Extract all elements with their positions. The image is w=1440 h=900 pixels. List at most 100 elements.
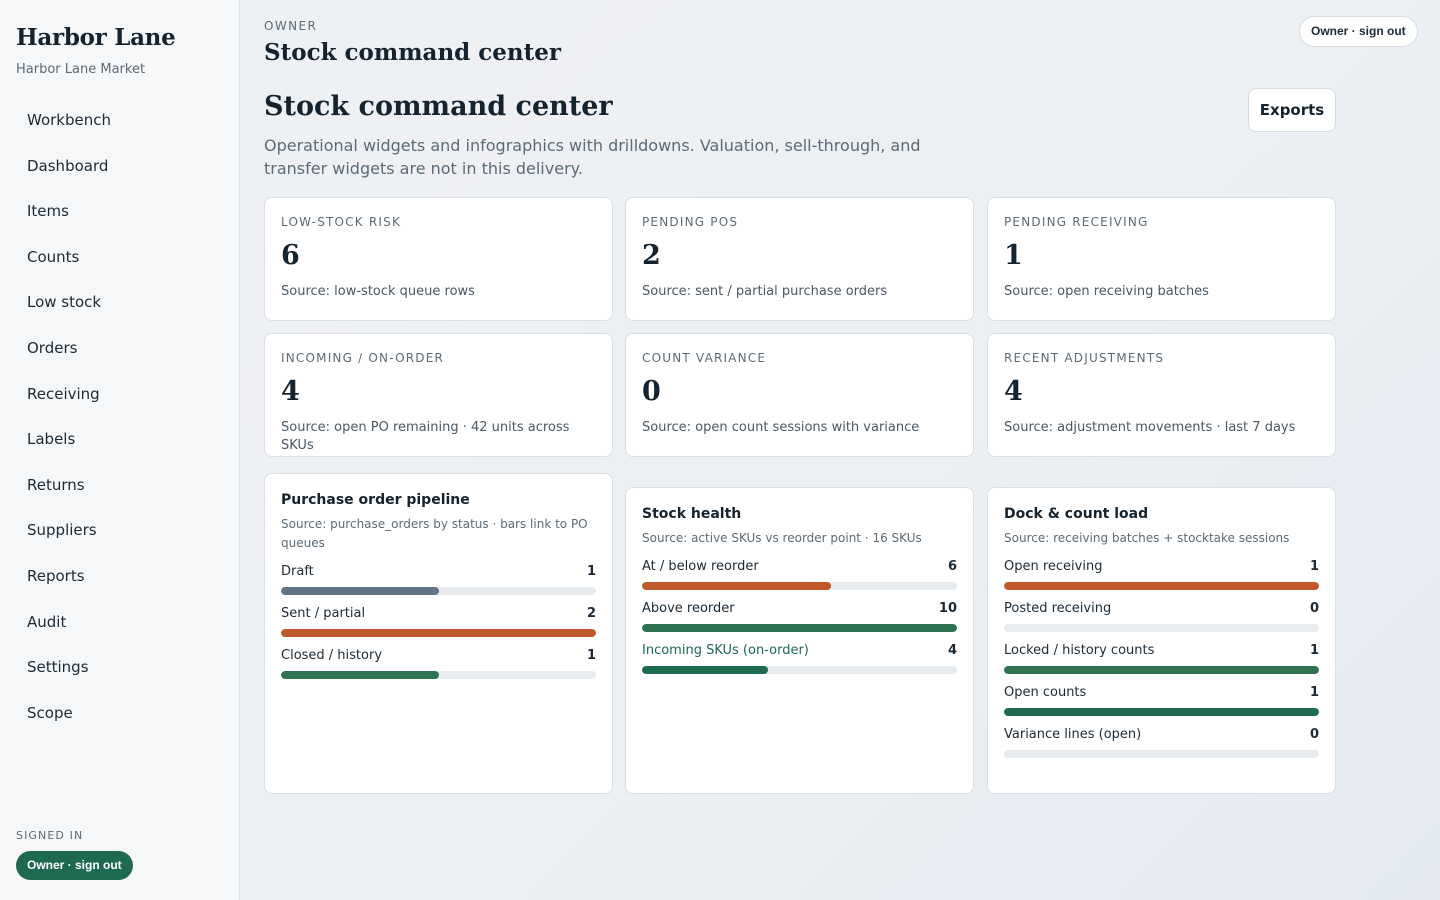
bar-row[interactable]: Draft 1 xyxy=(281,563,596,595)
bar-track[interactable] xyxy=(1004,624,1319,632)
kpi-card-pending-receiving[interactable]: PENDING RECEIVING 1 Source: open receivi… xyxy=(987,197,1336,321)
bar-row[interactable]: Open counts 1 xyxy=(1004,684,1319,716)
page-title: Stock command center xyxy=(264,91,613,122)
kpi-source: Source: adjustment movements · last 7 da… xyxy=(1004,420,1296,435)
bar-row[interactable]: Closed / history 1 xyxy=(281,647,596,679)
widget-purchase-order-pipeline: Purchase order pipeline Source: purchase… xyxy=(264,473,613,794)
user-sign-out-button[interactable]: Owner · sign out xyxy=(1299,16,1418,47)
kpi-card-count-variance[interactable]: COUNT VARIANCE 0 Source: open count sess… xyxy=(625,333,974,457)
bar-fill xyxy=(1004,666,1319,674)
bar-value: 10 xyxy=(938,601,957,616)
bar-row[interactable]: Variance lines (open) 0 xyxy=(1004,726,1319,758)
header-title: Stock command center xyxy=(264,39,561,66)
bar-label: Open receiving xyxy=(1004,559,1103,574)
bar-header: Sent / partial 2 xyxy=(281,605,596,623)
widget-source: Source: receiving batches + stocktake se… xyxy=(1004,531,1290,545)
sidebar-item-counts[interactable]: Counts xyxy=(27,247,80,266)
widget-stock-health: Stock health Source: active SKUs vs reor… xyxy=(625,487,974,794)
bar-track[interactable] xyxy=(642,582,957,590)
store-name: Harbor Lane Market xyxy=(16,62,146,77)
brand-title[interactable]: Harbor Lane xyxy=(16,24,176,51)
bar-value: 1 xyxy=(1309,643,1319,658)
bar-label: Closed / history xyxy=(281,648,383,663)
bar-value: 6 xyxy=(947,559,957,574)
exports-button[interactable]: Exports xyxy=(1248,88,1336,132)
sidebar: Harbor Lane Harbor Lane Market Workbench… xyxy=(0,0,240,900)
sidebar-item-settings[interactable]: Settings xyxy=(27,658,89,677)
role-label: OWNER xyxy=(264,19,318,33)
bar-fill xyxy=(642,666,768,674)
kpi-label: RECENT ADJUSTMENTS xyxy=(1004,351,1165,365)
kpi-card-recent-adjustments[interactable]: RECENT ADJUSTMENTS 4 Source: adjustment … xyxy=(987,333,1336,457)
bar-label: Open counts xyxy=(1004,685,1087,700)
page-description: Operational widgets and infographics wit… xyxy=(264,136,921,178)
sidebar-item-workbench[interactable]: Workbench xyxy=(27,111,111,129)
bar-fill xyxy=(642,624,957,632)
kpi-label: PENDING POS xyxy=(642,215,739,229)
bar-row[interactable]: Above reorder 10 xyxy=(642,600,957,632)
bar-row[interactable]: At / below reorder 6 xyxy=(642,558,957,590)
kpi-card-low-stock-risk[interactable]: LOW-STOCK RISK 6 Source: low-stock queue… xyxy=(264,197,613,321)
bar-track[interactable] xyxy=(642,666,957,674)
widget-title: Stock health xyxy=(642,506,742,522)
bar-value: 1 xyxy=(1309,685,1319,700)
bar-value: 0 xyxy=(1309,601,1319,616)
bar-fill xyxy=(1004,582,1319,590)
bar-track[interactable] xyxy=(1004,750,1319,758)
bar-track[interactable] xyxy=(1004,708,1319,716)
bar-fill xyxy=(281,587,439,595)
widget-source: Source: active SKUs vs reorder point · 1… xyxy=(642,531,922,545)
bar-list: Draft 1 Sent / partial 2 Closed / history 1 xyxy=(281,563,596,679)
sidebar-nav: Workbench Dashboard Items Counts Low sto… xyxy=(12,98,228,736)
bar-row[interactable]: Sent / partial 2 xyxy=(281,605,596,637)
kpi-card-pending-pos[interactable]: PENDING POS 2 Source: sent / partial pur… xyxy=(625,197,974,321)
bar-label[interactable]: Incoming SKUs (on-order) xyxy=(642,643,809,658)
bar-value: 1 xyxy=(1309,559,1319,574)
sidebar-item-items[interactable]: Items xyxy=(27,202,69,221)
bar-track[interactable] xyxy=(281,629,596,637)
sidebar-item-orders[interactable]: Orders xyxy=(27,338,78,357)
bar-track[interactable] xyxy=(642,624,957,632)
kpi-label: PENDING RECEIVING xyxy=(1004,215,1149,229)
sidebar-item-audit[interactable]: Audit xyxy=(27,612,67,631)
bar-label: Above reorder xyxy=(642,601,735,616)
bar-row[interactable]: Open receiving 1 xyxy=(1004,558,1319,590)
bar-header: Open counts 1 xyxy=(1004,684,1319,702)
sidebar-item-scope[interactable]: Scope xyxy=(27,703,73,722)
bar-track[interactable] xyxy=(1004,582,1319,590)
sidebar-item-suppliers[interactable]: Suppliers xyxy=(27,521,97,540)
bar-value: 0 xyxy=(1309,727,1319,742)
bar-header: Incoming SKUs (on-order) 4 xyxy=(642,642,957,660)
bar-label: Sent / partial xyxy=(281,606,366,621)
widget-title: Dock & count load xyxy=(1004,506,1149,522)
kpi-card-incoming-on-order[interactable]: INCOMING / ON-ORDER 4 Source: open PO re… xyxy=(264,333,613,457)
kpi-value: 1 xyxy=(1004,240,1023,271)
bar-header: Posted receiving 0 xyxy=(1004,600,1319,618)
bar-row[interactable]: Locked / history counts 1 xyxy=(1004,642,1319,674)
sidebar-item-labels[interactable]: Labels xyxy=(27,430,76,449)
bar-row[interactable]: Posted receiving 0 xyxy=(1004,600,1319,632)
bar-row[interactable]: Incoming SKUs (on-order) 4 xyxy=(642,642,957,674)
bar-fill xyxy=(642,582,831,590)
kpi-source: Source: open count sessions with varianc… xyxy=(642,420,920,435)
kpi-label: COUNT VARIANCE xyxy=(642,351,767,365)
bar-header: Draft 1 xyxy=(281,563,596,581)
sidebar-item-returns[interactable]: Returns xyxy=(27,475,85,494)
bar-header: Closed / history 1 xyxy=(281,647,596,665)
sidebar-sign-out-button[interactable]: Owner · sign out xyxy=(16,851,133,880)
sidebar-item-receiving[interactable]: Receiving xyxy=(27,384,100,403)
kpi-value: 0 xyxy=(642,376,661,407)
bar-track[interactable] xyxy=(281,671,596,679)
bar-track[interactable] xyxy=(1004,666,1319,674)
kpi-source: Source: low-stock queue rows xyxy=(281,284,475,299)
bar-value: 2 xyxy=(586,606,596,621)
bar-track[interactable] xyxy=(281,587,596,595)
sidebar-item-dashboard[interactable]: Dashboard xyxy=(27,156,109,175)
kpi-value: 2 xyxy=(642,240,661,271)
sidebar-item-reports[interactable]: Reports xyxy=(27,566,85,585)
bar-header: Open receiving 1 xyxy=(1004,558,1319,576)
sidebar-item-low-stock[interactable]: Low stock xyxy=(27,293,102,312)
bar-header: At / below reorder 6 xyxy=(642,558,957,576)
kpi-label: LOW-STOCK RISK xyxy=(281,215,402,229)
bar-fill xyxy=(281,671,439,679)
